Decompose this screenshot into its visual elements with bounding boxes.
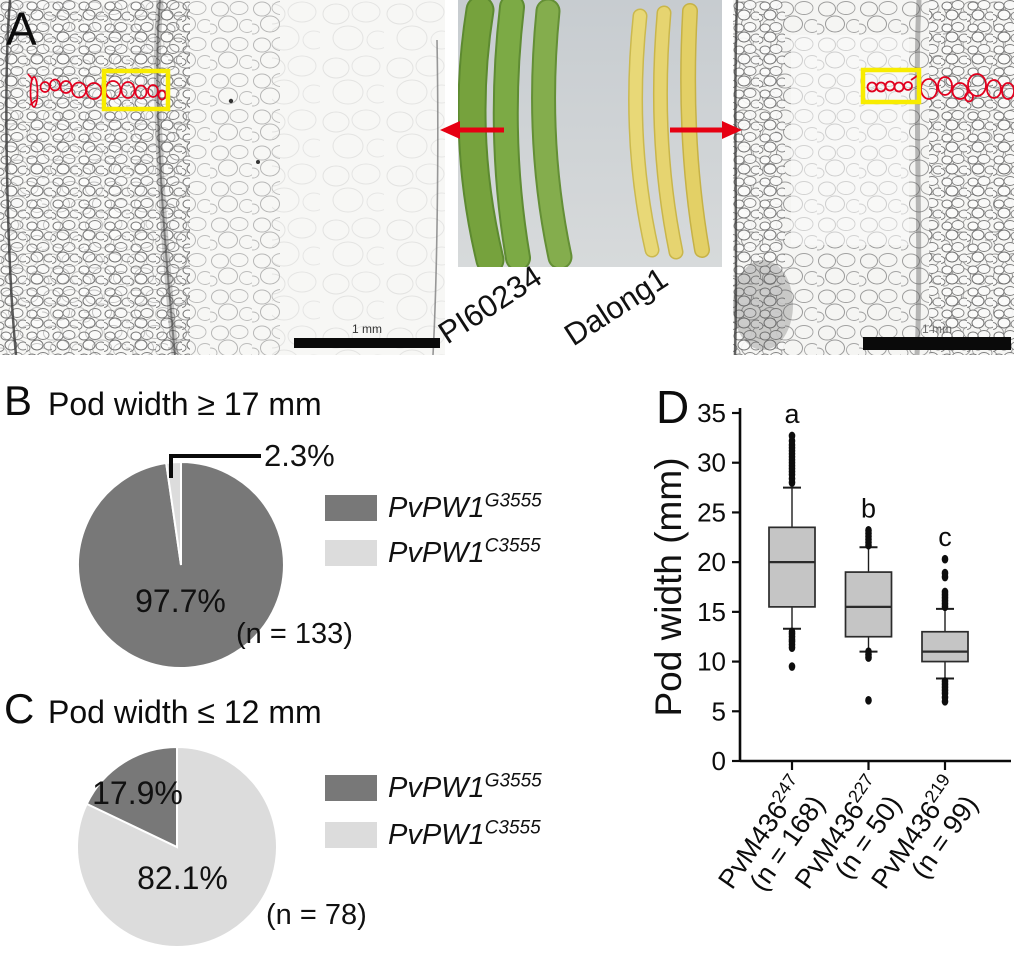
outlier-dot xyxy=(788,643,796,652)
panel-b-title: Pod width ≥ 17 mm xyxy=(48,386,322,422)
allele-superscript: G3555 xyxy=(484,769,542,791)
panel-d-label: D xyxy=(656,381,690,433)
inner-edge-line xyxy=(432,39,439,355)
legend-label: PvPW1C3555 xyxy=(388,818,541,851)
yellow-highlight-box-right xyxy=(860,67,922,105)
pie-b-big-slice-label: 97.7% xyxy=(135,583,226,619)
panel-a-label: A xyxy=(6,3,37,55)
epidermis-edge-line xyxy=(733,0,739,355)
box xyxy=(921,630,969,663)
allele-superscript: G3555 xyxy=(484,489,542,511)
y-tick-label: 30 xyxy=(697,448,726,478)
legend-swatch-light xyxy=(325,540,377,566)
gene-name: PvPW1 xyxy=(388,771,485,804)
tissue-boundary-line xyxy=(156,0,176,355)
y-tick-label: 25 xyxy=(697,497,726,527)
scale-bar-label-left: 1 mm xyxy=(352,322,382,336)
y-tick-label: 20 xyxy=(697,547,726,577)
speck xyxy=(228,98,234,104)
y-tick-label: 5 xyxy=(712,696,726,726)
legend-label: PvPW1G3555 xyxy=(388,771,542,804)
pie-b-n-label: (n = 133) xyxy=(236,618,353,650)
box xyxy=(768,526,816,608)
pie-chart-c xyxy=(76,745,278,948)
gene-name: PvPW1 xyxy=(388,536,485,569)
gene-name: PvPW1 xyxy=(388,818,485,851)
scale-bar-label-right: 1 mm xyxy=(922,322,952,336)
scale-bar-left xyxy=(294,338,440,348)
pie-c-dark-slice-label: 17.9% xyxy=(92,775,183,811)
legend-item: PvPW1C3555 xyxy=(325,536,541,569)
significance-letter: a xyxy=(784,399,800,429)
y-tick-label: 10 xyxy=(697,647,726,677)
panel-c-title: Pod width ≤ 12 mm xyxy=(48,694,322,730)
left-micrograph-image: 1 mm xyxy=(0,0,445,355)
significance-letter: b xyxy=(861,493,876,523)
dark-tissue-blob xyxy=(733,260,793,350)
outlier-dot xyxy=(941,568,949,578)
y-tick-label: 0 xyxy=(712,746,726,776)
epidermis-edge-line xyxy=(5,0,18,355)
dense-right-band xyxy=(929,0,1014,355)
right-micrograph-image: 1 mm xyxy=(733,0,1014,355)
pie-c-n-label: (n = 78) xyxy=(266,899,367,931)
pie-slice xyxy=(85,745,178,849)
pod-photo xyxy=(458,0,722,267)
box xyxy=(844,571,893,638)
legend-item: PvPW1G3555 xyxy=(325,771,542,804)
legend-swatch-dark xyxy=(325,775,377,801)
legend-label: PvPW1C3555 xyxy=(388,536,541,569)
scale-bar-right xyxy=(863,337,1011,350)
legend-item: PvPW1C3555 xyxy=(325,818,541,851)
outlier-dot xyxy=(865,696,872,705)
outlier-dot xyxy=(941,587,949,597)
green-pods xyxy=(458,0,573,267)
yellow-highlight-box-left xyxy=(101,68,171,112)
red-arrow-left-icon xyxy=(440,121,504,139)
allele-superscript: C3555 xyxy=(484,534,541,556)
red-arrow-right-icon xyxy=(670,121,742,139)
pie-b-small-slice-label: 2.3% xyxy=(264,438,335,473)
pie-slice xyxy=(165,460,182,566)
panel-b-label: B xyxy=(4,377,33,424)
outlier-dot xyxy=(941,697,949,706)
pie-c-light-slice-label: 82.1% xyxy=(137,860,228,896)
y-tick-label: 35 xyxy=(697,398,726,428)
gene-name: PvPW1 xyxy=(388,491,485,524)
outlier-dot xyxy=(941,554,949,564)
speck xyxy=(256,160,260,164)
outlier-dot xyxy=(788,431,796,441)
significance-letter: c xyxy=(938,522,952,552)
panel-c-label: C xyxy=(4,685,35,732)
legend-swatch-light xyxy=(325,822,377,848)
outlier-dot xyxy=(788,662,796,671)
mid-cell-band xyxy=(168,0,280,355)
light-cell-zone xyxy=(272,0,445,355)
legend-swatch-dark xyxy=(325,495,377,521)
tissue-boundary xyxy=(914,0,922,355)
callout-line-vertical xyxy=(169,454,173,478)
callout-line-horizontal xyxy=(169,454,261,458)
dense-left-band xyxy=(733,0,785,355)
allele-superscript: C3555 xyxy=(484,816,541,838)
y-tick-label: 15 xyxy=(697,597,726,627)
outlier-dot xyxy=(865,653,872,662)
yellow-pods xyxy=(628,3,710,260)
outlier-dot xyxy=(865,526,872,535)
pie-chart-b xyxy=(77,460,285,669)
legend-item: PvPW1G3555 xyxy=(325,491,542,524)
legend-label: PvPW1G3555 xyxy=(388,491,542,524)
